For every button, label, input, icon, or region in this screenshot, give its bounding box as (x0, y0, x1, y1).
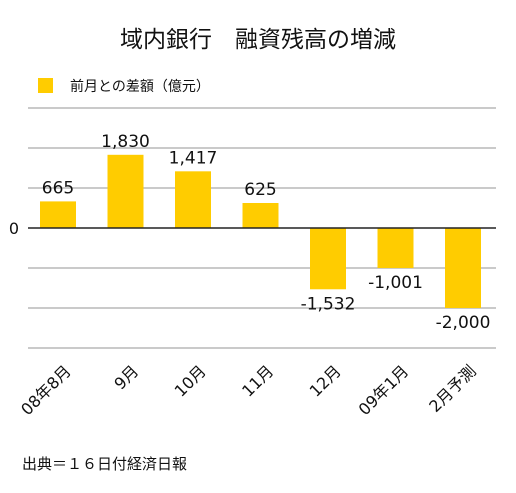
bar (377, 228, 414, 269)
data-label: -2,000 (436, 313, 491, 333)
bar (107, 154, 144, 228)
x-tick-label: 10月 (171, 361, 210, 400)
x-tick-label: 12月 (306, 361, 345, 400)
legend-swatch (38, 78, 53, 93)
bar (445, 228, 481, 308)
x-tick-label: 08年8月 (17, 361, 75, 419)
gridlines (28, 107, 496, 349)
chart-title: 域内銀行 融資残高の増減 (120, 27, 396, 53)
data-label: 665 (42, 178, 74, 198)
bar (242, 203, 279, 228)
bar (310, 228, 346, 290)
bars (40, 154, 481, 308)
zero-axis-label: 0 (9, 219, 19, 238)
legend-label: 前月との差額（億元） (70, 78, 210, 95)
x-tick-label: 2月予測 (425, 361, 480, 416)
data-label: 1,417 (169, 148, 218, 168)
x-tick-label: 09年1月 (355, 361, 413, 419)
data-label: -1,532 (301, 294, 356, 314)
x-tick-label: 9月 (110, 361, 142, 393)
bar (40, 201, 76, 228)
data-label: -1,001 (368, 273, 423, 293)
data-label: 625 (244, 180, 276, 200)
x-tick-label: 11月 (238, 361, 277, 400)
x-tick-labels: 08年8月 9月 10月 11月 12月 09年1月 2月予測 (17, 361, 480, 419)
source-note: 出典＝１６日付経済日報 (22, 455, 187, 473)
data-label: 1,830 (101, 132, 150, 152)
bar (175, 171, 211, 228)
data-labels: 665 1,830 1,417 625 -1,532 -1,001 -2,000 (42, 132, 491, 333)
